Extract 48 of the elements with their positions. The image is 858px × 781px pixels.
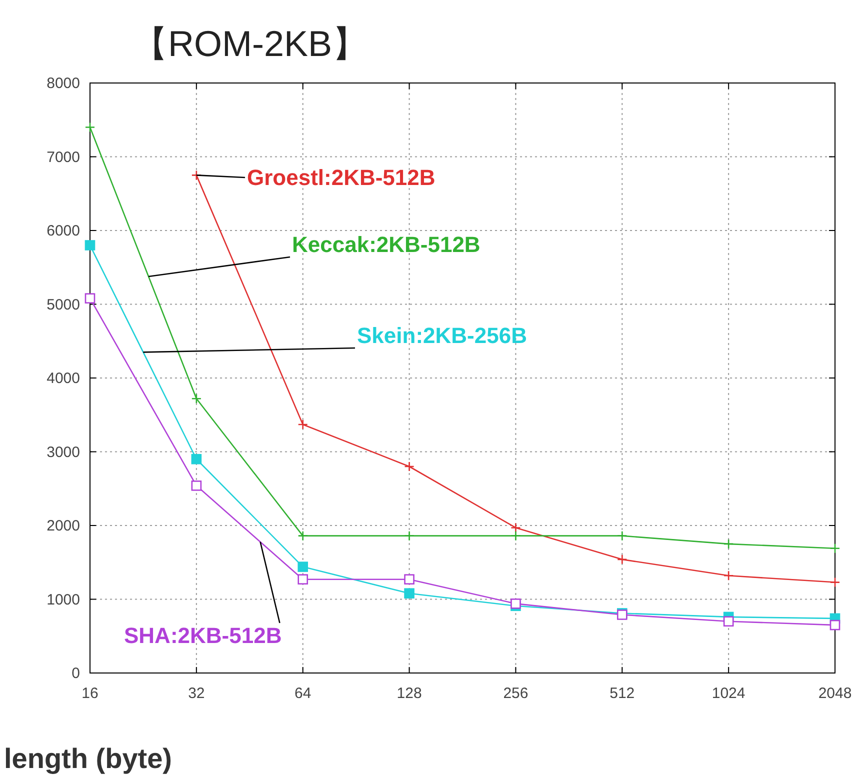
- point: [298, 530, 308, 541]
- point: [404, 588, 414, 598]
- x-tick-label: 128: [396, 685, 422, 702]
- point: [510, 598, 521, 609]
- point: [616, 530, 628, 541]
- x-tick-label: 512: [610, 685, 635, 702]
- point: [191, 394, 202, 404]
- point: [84, 240, 96, 250]
- point: [191, 454, 202, 464]
- text: Keccak:2KB-512B: [292, 232, 480, 257]
- text: Skein:2KB-256B: [357, 323, 527, 348]
- y-tick-label: 1000: [46, 591, 80, 608]
- point: [616, 554, 628, 565]
- y-tick-label: 3000: [46, 444, 80, 461]
- x-tick-label: 64: [294, 685, 312, 702]
- point: [510, 522, 521, 533]
- point: [191, 480, 202, 491]
- point: [830, 577, 840, 588]
- y-tick-label: 4000: [46, 370, 80, 387]
- point: [404, 461, 414, 472]
- series-label: SHA:2KB-512B: [124, 623, 282, 648]
- point: [84, 293, 96, 304]
- y-tick-label: 2000: [46, 518, 80, 534]
- series-label: Groestl:2KB-512B: [247, 165, 436, 190]
- y-tick-label: 0: [72, 665, 80, 682]
- point: [404, 574, 414, 584]
- y-tick-label: 6000: [46, 222, 80, 240]
- point: [298, 562, 308, 572]
- point: [723, 570, 734, 581]
- point: [298, 419, 308, 430]
- x-tick-label: 256: [503, 685, 528, 702]
- y-tick-label: 5000: [46, 296, 80, 314]
- point: [298, 574, 308, 584]
- point: [84, 122, 96, 132]
- point: [830, 543, 840, 554]
- point: [723, 538, 734, 550]
- x-tick-label: 16: [82, 685, 98, 702]
- x-tick-label: 1024: [712, 685, 746, 702]
- y-tick-label: 7000: [46, 148, 80, 166]
- x-tick-label: 2048: [818, 685, 852, 702]
- point: [830, 620, 840, 630]
- point: [723, 616, 734, 627]
- x-tick-label: 32: [188, 685, 205, 702]
- y-tick-label: 8000: [46, 75, 80, 92]
- x-axis-title: length (byte): [4, 743, 172, 774]
- point: [404, 530, 414, 541]
- point: [510, 530, 521, 541]
- chart-title: 【ROM-2KB】: [132, 23, 368, 64]
